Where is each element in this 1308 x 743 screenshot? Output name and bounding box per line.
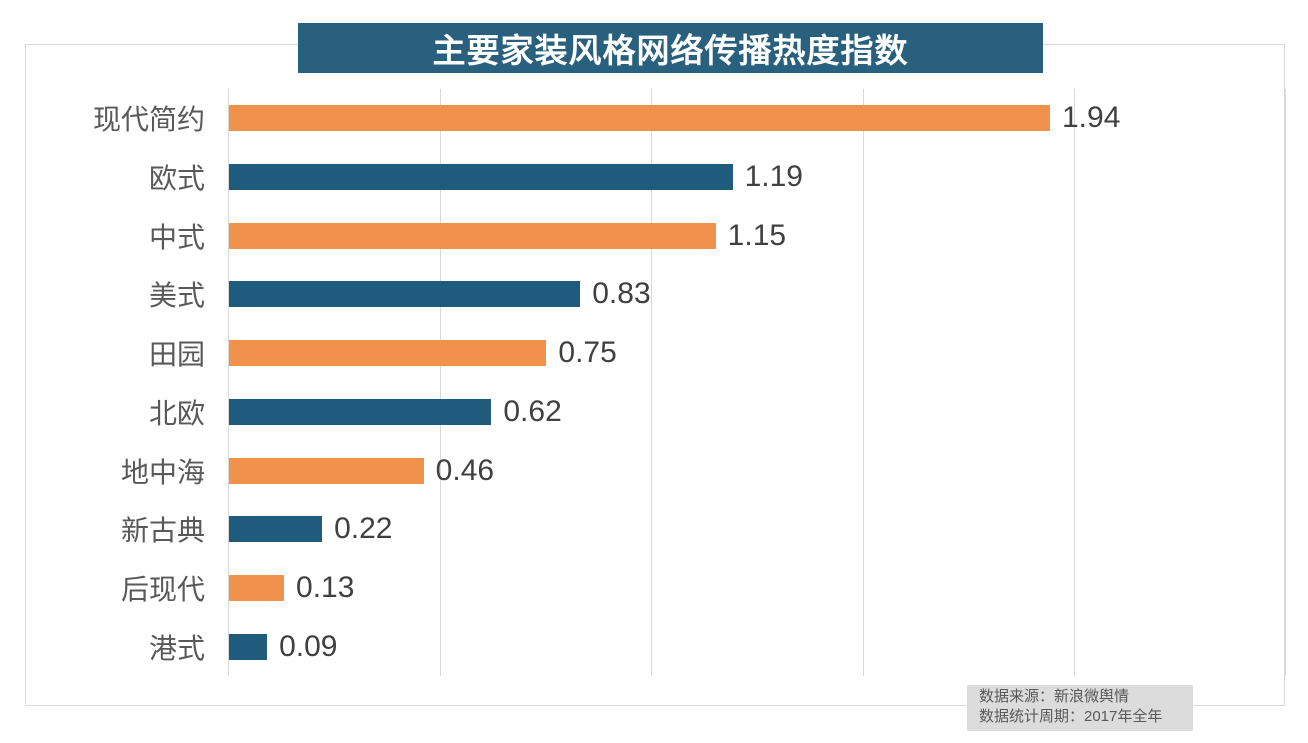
bar-后现代 (229, 574, 285, 601)
chart-title: 主要家装风格网络传播热度指数 (432, 32, 909, 69)
bar-row: 1.94 (228, 89, 1286, 148)
chart-title-banner: 主要家装风格网络传播热度指数 (298, 23, 1043, 73)
gridline-x-1.0 (651, 89, 653, 676)
bar-中式 (229, 222, 716, 249)
bar-row: 0.62 (228, 383, 1286, 442)
gridline-x-2.5 (1285, 89, 1286, 676)
category-label-地中海: 地中海 (120, 456, 205, 488)
value-label: 0.22 (334, 512, 393, 546)
gridline-x-0.0 (228, 89, 229, 676)
category-label-现代简约: 现代简约 (92, 104, 205, 136)
value-label: 0.83 (592, 277, 651, 311)
bar-新古典 (229, 516, 323, 543)
value-label: 1.94 (1062, 101, 1121, 135)
bar-row: 0.22 (228, 500, 1286, 559)
value-label: 1.19 (744, 160, 803, 194)
source-note-line1: 数据来源：新浪微舆情 (979, 688, 1130, 705)
source-note-box: 数据来源：新浪微舆情 数据统计周期：2017年全年 (967, 685, 1193, 731)
plot-area: 1.94 1.19 1.15 0.83 0.75 0.62 0.46 0.22 0.13 0.09 (228, 89, 1286, 676)
value-label: 0.62 (503, 394, 562, 428)
bar-row: 0.13 (228, 559, 1286, 618)
value-label: 0.46 (435, 453, 495, 487)
bar-row: 0.75 (228, 324, 1286, 383)
value-label: 0.75 (558, 336, 617, 370)
source-note-line2: 数据统计周期：2017年全年 (979, 708, 1163, 725)
bar-row: 1.19 (228, 148, 1286, 207)
category-label-田园: 田园 (148, 339, 205, 371)
category-label-新古典: 新古典 (120, 515, 205, 547)
bar-美式 (229, 281, 581, 308)
bar-现代简约 (229, 105, 1050, 132)
category-label-后现代: 后现代 (120, 573, 205, 605)
value-label: 0.13 (296, 570, 355, 604)
bar-row: 0.83 (228, 265, 1286, 324)
bar-田园 (229, 340, 547, 367)
value-label: 1.15 (727, 218, 787, 252)
bar-row: 1.15 (228, 206, 1286, 265)
category-label-中式: 中式 (148, 221, 205, 253)
bar-北欧 (229, 398, 492, 425)
bar-欧式 (229, 164, 733, 191)
bar-row: 0.09 (228, 617, 1286, 676)
gridline-x-1.5 (862, 89, 864, 676)
category-label-港式: 港式 (148, 632, 205, 664)
category-label-欧式: 欧式 (148, 163, 205, 195)
gridline-x-2.0 (1074, 89, 1076, 676)
gridline-x-0.5 (439, 89, 441, 676)
bar-地中海 (229, 457, 424, 484)
bar-港式 (229, 633, 268, 660)
category-label-美式: 美式 (148, 280, 205, 312)
bar-row: 0.46 (228, 441, 1286, 500)
category-label-北欧: 北欧 (148, 397, 205, 429)
value-label: 0.09 (279, 629, 338, 663)
